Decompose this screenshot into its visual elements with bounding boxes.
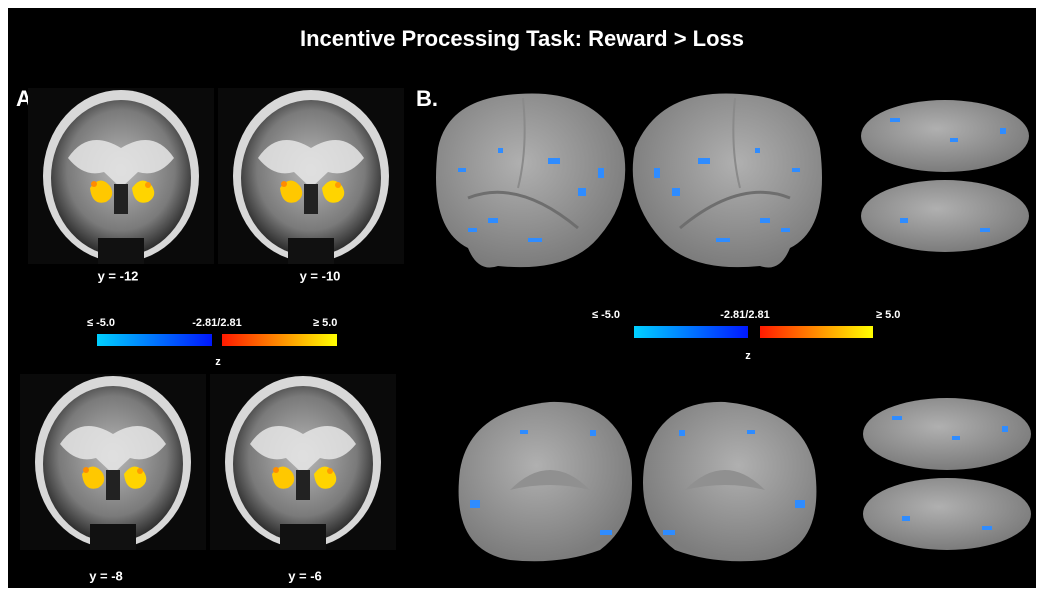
colorbar-min: ≤ -5.0 [592, 309, 620, 321]
colorbar-axis-label: z [745, 350, 751, 362]
slice-label: y = -8 [89, 568, 123, 583]
colorbar-negative [97, 334, 212, 346]
panel-label: B. [416, 86, 438, 111]
slice-label: y = -12 [98, 268, 139, 283]
slice-label: y = -10 [300, 268, 341, 283]
page: {"title": "Incentive Processing Task: Re… [0, 0, 1044, 596]
colorbar-negative [634, 326, 748, 338]
colorbar-max: ≥ 5.0 [313, 317, 337, 329]
colorbar-mid: -2.81/2.81 [720, 309, 770, 321]
figure: Incentive Processing Task: Reward > Loss… [0, 0, 1044, 596]
figure-title: Incentive Processing Task: Reward > Loss [300, 26, 744, 51]
colorbar-positive [760, 326, 873, 338]
colorbar-axis-label: z [215, 356, 221, 368]
colorbar-mid: -2.81/2.81 [192, 317, 242, 329]
slice-label: y = -6 [288, 568, 322, 583]
colorbar-positive [222, 334, 337, 346]
colorbar-max: ≥ 5.0 [876, 309, 900, 321]
colorbar-min: ≤ -5.0 [87, 317, 115, 329]
